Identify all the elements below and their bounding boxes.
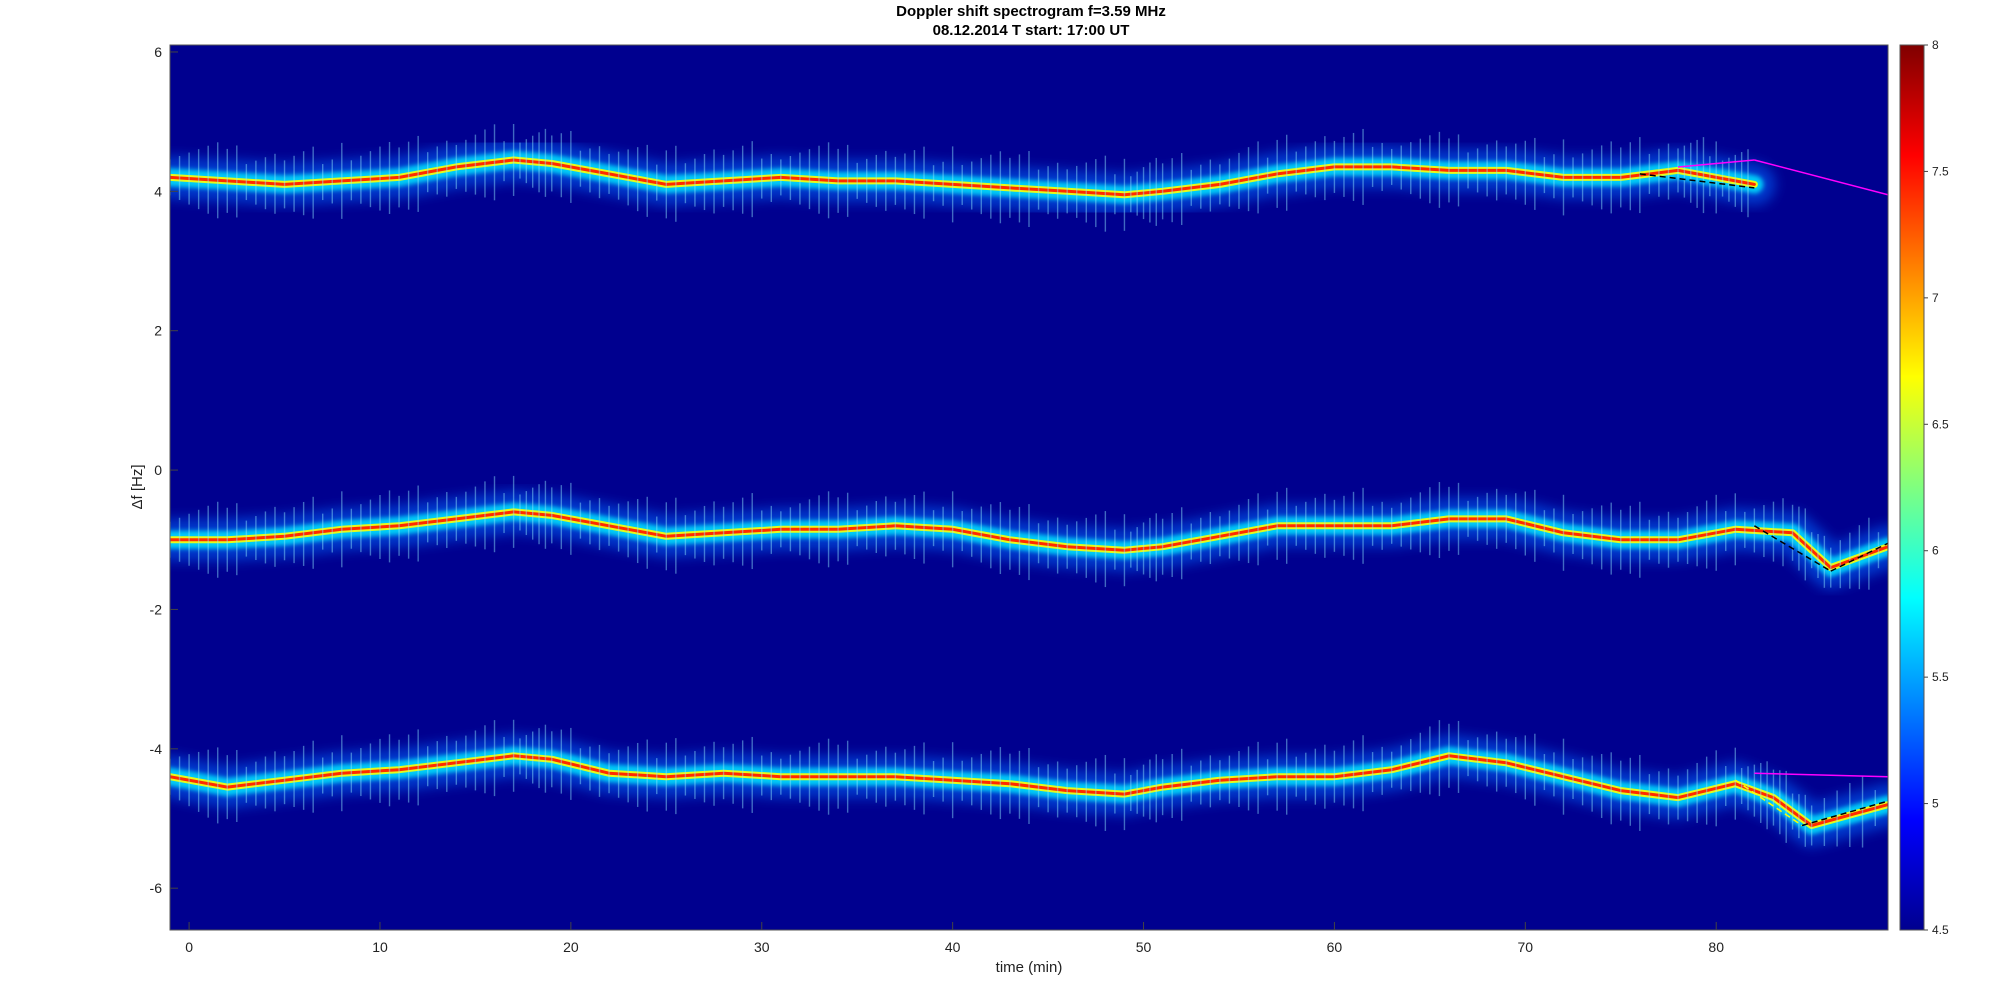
overlay-segment [1754,772,1888,778]
overlay-segment [1734,779,1803,827]
x-tick-label: 0 [185,939,193,955]
y-tick-label: -2 [150,601,163,617]
colorbar-tick-label: 5.5 [1932,670,1949,684]
overlay-segment [1753,525,1832,572]
colorbar [1899,44,1925,931]
trace-striations [170,123,1749,232]
x-axis: 0 10 20 30 40 50 60 70 80 [185,922,1724,955]
colorbar-tick-label: 5 [1932,797,1939,811]
colorbar-tick-label: 7.5 [1932,164,1949,178]
traces-layer [170,123,1888,848]
colorbar-tick-label: 6.5 [1932,417,1949,431]
y-tick-label: 6 [154,44,162,60]
x-tick-label: 10 [372,939,388,955]
colorbar-tick-label: 4.5 [1932,923,1949,937]
trace-striations [170,475,1880,590]
trace-core [170,158,1756,197]
y-axis-label: Δf [Hz] [129,464,146,509]
overlay-segment [1677,159,1755,168]
trace-1 [170,123,1776,232]
overlay-lines [1639,159,1888,827]
y-tick-label: 0 [154,462,162,478]
colorbar-tick-label: 6 [1932,544,1939,558]
trace-striations [170,719,1876,848]
trace-core [170,510,1888,570]
chart-title: Doppler shift spectrogram f=3.59 MHz [896,3,1166,20]
colorbar-ticks: 8 7.5 7 6.5 6 5.5 5 4.5 [1924,38,1949,937]
y-axis: 6 4 2 0 -2 -4 -6 [150,44,178,896]
overlay-segment [1801,800,1888,827]
y-tick-label: -4 [150,741,163,757]
plot-frame [169,44,1889,931]
trace-2 [170,475,1888,590]
trace-3 [170,719,1888,848]
y-tick-label: -6 [150,880,163,896]
colorbar-tick-label: 8 [1932,38,1939,52]
x-tick-label: 70 [1518,939,1534,955]
x-tick-label: 80 [1708,939,1724,955]
x-tick-label: 40 [945,939,961,955]
x-tick-label: 30 [754,939,770,955]
y-tick-label: 2 [154,323,162,339]
overlay-segment [1830,542,1888,572]
x-tick-label: 20 [563,939,579,955]
y-tick-label: 4 [154,183,162,199]
chart-subtitle: 08.12.2014 T start: 17:00 UT [932,22,1130,39]
x-tick-label: 60 [1327,939,1343,955]
x-axis-label: time (min) [996,959,1063,976]
x-tick-label: 50 [1136,939,1152,955]
trace-core [170,754,1888,827]
colorbar-tick-label: 7 [1932,291,1939,305]
overlay-segment [1754,159,1888,196]
